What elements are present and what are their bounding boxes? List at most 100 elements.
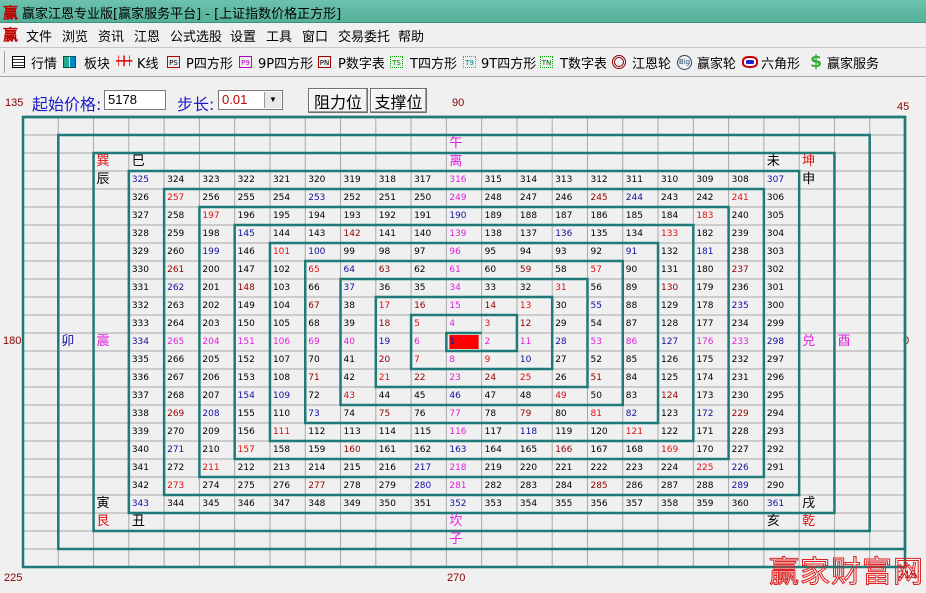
toolbar-button-gann-wheel[interactable]: 江恩轮 bbox=[612, 52, 671, 72]
angle-45-label: 45 bbox=[897, 101, 910, 113]
menu-tools[interactable]: 工具 bbox=[266, 30, 293, 45]
direction-label: 亥 bbox=[766, 514, 780, 529]
grid-cell-number: 182 bbox=[696, 229, 714, 239]
grid-cell-number: 339 bbox=[131, 427, 150, 437]
grid-cell-number: 219 bbox=[484, 463, 502, 473]
toolbar-button-hexagon[interactable]: 六角形 bbox=[742, 52, 800, 72]
grid-cell-number: 143 bbox=[308, 229, 326, 239]
grid-cell-number: 210 bbox=[202, 445, 220, 455]
grid-cell-number: 35 bbox=[414, 283, 426, 293]
grid-cell-number: 304 bbox=[766, 229, 785, 239]
grid-cell-number: 282 bbox=[484, 481, 502, 491]
app-logo-icon: 赢 bbox=[3, 4, 19, 22]
grid-cell-number: 298 bbox=[766, 337, 785, 347]
spiral-line bbox=[23, 115, 907, 551]
grid-cell-number: 343 bbox=[131, 499, 150, 509]
angle-270-label: 270 bbox=[447, 572, 466, 584]
toolbar-button-quote-table[interactable]: 行情 bbox=[12, 52, 57, 72]
grid-cell-number: 201 bbox=[202, 283, 220, 293]
grid-cell-number: 274 bbox=[202, 481, 220, 491]
start-price-input[interactable]: 5178 bbox=[104, 90, 166, 110]
grid-cell-number: 245 bbox=[590, 193, 608, 203]
angle-225-label: 225 bbox=[4, 572, 23, 584]
grid-cell-number: 310 bbox=[661, 175, 679, 185]
grid-cell-number: 80 bbox=[555, 409, 567, 419]
grid-cell-number: 347 bbox=[272, 499, 291, 509]
grid-cell-number: 83 bbox=[625, 391, 638, 401]
direction-label: 坤 bbox=[802, 154, 816, 169]
grid-cell-number: 344 bbox=[167, 499, 185, 509]
grid-cell-number: 106 bbox=[272, 337, 291, 347]
grid-cell-number: 163 bbox=[449, 445, 467, 455]
menu-formula-screen[interactable]: 公式选股 bbox=[170, 30, 223, 45]
grid-cell-number: 199 bbox=[202, 247, 220, 257]
grid-cell-number: 316 bbox=[449, 175, 467, 185]
toolbar-grip bbox=[4, 51, 5, 73]
grid-cell-number: 306 bbox=[766, 193, 785, 203]
grid-cell-number: 247 bbox=[519, 193, 538, 203]
grid-cell-number: 234 bbox=[731, 319, 749, 329]
grid-cell-number: 52 bbox=[590, 355, 602, 365]
toolbar-button-label: 9P四方形 bbox=[258, 56, 314, 72]
grid-cell-number: 103 bbox=[272, 283, 291, 293]
toolbar-button-t9[interactable]: T9 9T四方形 bbox=[463, 52, 536, 72]
grid-cell-number: 47 bbox=[484, 391, 497, 401]
toolbar-button-pn[interactable]: PN P数字表 bbox=[318, 52, 385, 72]
direction-label: 寅 bbox=[96, 496, 110, 511]
menu-logo-icon[interactable]: 赢 bbox=[3, 26, 19, 44]
toolbar-button-ps[interactable]: PS P四方形 bbox=[167, 52, 233, 72]
grid-cell-number: 169 bbox=[661, 445, 679, 455]
step-select[interactable]: 0.01 ▼ bbox=[218, 90, 283, 110]
gann-wheel-icon bbox=[612, 55, 626, 69]
grid-cell-number: 135 bbox=[590, 229, 608, 239]
grid-cell-number: 302 bbox=[766, 265, 785, 275]
menu-help[interactable]: 帮助 bbox=[398, 30, 425, 45]
grid-cell-number: 95 bbox=[484, 247, 497, 257]
grid-cell-number: 315 bbox=[484, 175, 502, 185]
grid-cell-number: 222 bbox=[590, 463, 608, 473]
grid-cell-number: 360 bbox=[731, 499, 749, 509]
direction-label: 巽 bbox=[96, 154, 110, 169]
grid-cell-number: 118 bbox=[519, 427, 538, 437]
menu-news[interactable]: 资讯 bbox=[98, 30, 125, 45]
support-button[interactable]: 支撑位 bbox=[370, 88, 427, 113]
toolbar-button-candlestick[interactable]: ┿╋┿ K线 bbox=[116, 52, 159, 72]
grid-cell-number: 68 bbox=[308, 319, 320, 329]
resistance-button[interactable]: 阻力位 bbox=[308, 88, 368, 113]
menu-gann[interactable]: 江恩 bbox=[134, 30, 161, 45]
chevron-down-icon[interactable]: ▼ bbox=[264, 92, 281, 108]
toolbar-button-ts[interactable]: TS T四方形 bbox=[390, 52, 457, 72]
grid-cell-number: 254 bbox=[272, 193, 291, 203]
grid-cell-number: 119 bbox=[555, 427, 573, 437]
grid-cell-center: 1 bbox=[449, 337, 456, 347]
grid-cell-number: 30 bbox=[555, 301, 567, 311]
grid-cell-number: 19 bbox=[378, 337, 391, 347]
menu-window[interactable]: 窗口 bbox=[302, 30, 329, 45]
grid-cell-number: 326 bbox=[131, 193, 150, 203]
grid-cell-number: 289 bbox=[731, 481, 749, 491]
grid-cell-number: 179 bbox=[696, 283, 714, 293]
toolbar-button-sector-blocks[interactable]: 板块 bbox=[63, 52, 110, 72]
grid-cell-number: 292 bbox=[766, 445, 785, 455]
grid-cell-number: 99 bbox=[343, 247, 355, 257]
grid-cell-number: 231 bbox=[731, 373, 749, 383]
grid-cell-number: 297 bbox=[766, 355, 785, 365]
grid-cell-number: 287 bbox=[661, 481, 679, 491]
menu-file[interactable]: 文件 bbox=[26, 30, 53, 45]
menu-browse[interactable]: 浏览 bbox=[62, 30, 89, 45]
toolbar-button-p9[interactable]: P9 9P四方形 bbox=[239, 52, 313, 72]
grid-cell-number: 82 bbox=[625, 409, 638, 419]
grid-cell-number: 337 bbox=[131, 391, 150, 401]
grid-cell-number: 333 bbox=[131, 319, 150, 329]
toolbar-button-tn[interactable]: TN T数字表 bbox=[540, 52, 607, 72]
toolbar-button-big-wheel[interactable]: Big 赢家轮 bbox=[677, 52, 736, 72]
grid-cell-number: 55 bbox=[590, 301, 602, 311]
menu-settings[interactable]: 设置 bbox=[230, 30, 257, 45]
grid-cell-number: 217 bbox=[414, 463, 432, 473]
grid-cell-number: 192 bbox=[378, 211, 396, 221]
grid-cell-number: 351 bbox=[414, 499, 432, 509]
menu-trade[interactable]: 交易委托 bbox=[338, 30, 391, 45]
toolbar-button-dollar[interactable]: $ 赢家服务 bbox=[810, 52, 879, 72]
grid-cell-number: 107 bbox=[272, 355, 291, 365]
grid-cell-number: 152 bbox=[237, 355, 255, 365]
